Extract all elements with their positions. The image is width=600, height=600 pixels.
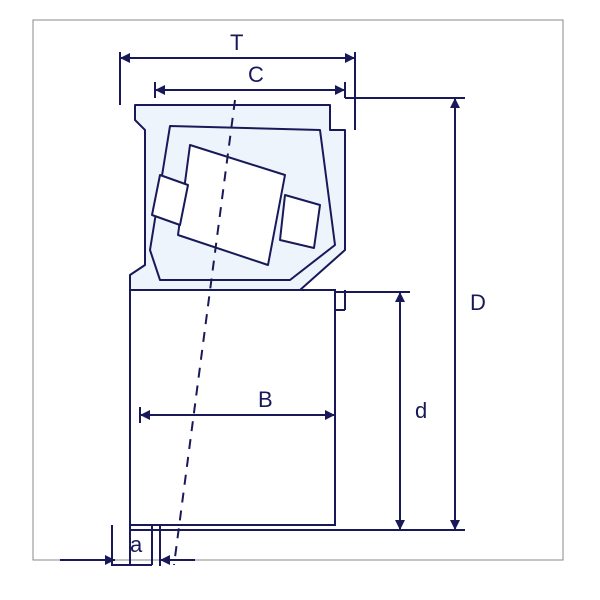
diagram-svg: TC Ba Dd: [0, 0, 600, 600]
dim-C-label: C: [248, 62, 264, 87]
bearing-diagram: TC Ba Dd: [0, 0, 600, 600]
dim-d-label: d: [415, 398, 427, 423]
dim-B-label: B: [258, 387, 273, 412]
shaft-section: [130, 290, 335, 525]
cage-right: [280, 195, 320, 248]
dim-T-label: T: [230, 30, 243, 55]
dim-D-label: D: [470, 290, 486, 315]
dim-a-label: a: [130, 532, 143, 557]
